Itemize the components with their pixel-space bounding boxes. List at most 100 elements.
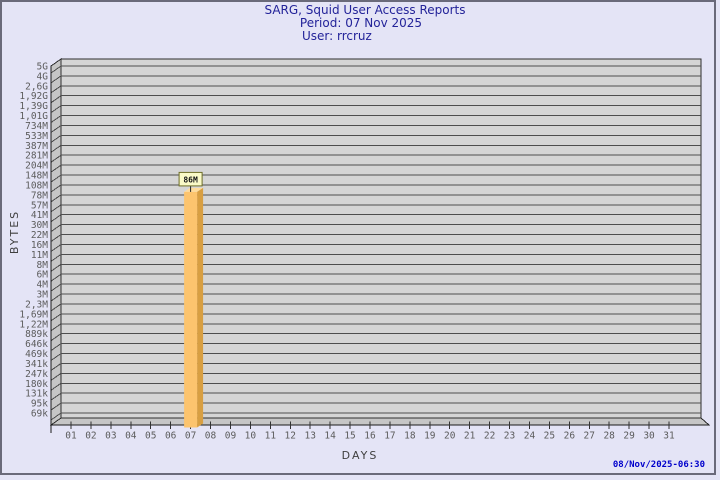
bar-series: 86M	[178, 171, 204, 428]
y-tick-label: 646k	[25, 339, 48, 350]
y-tick-label: 2,3M	[25, 299, 48, 310]
y-gridline	[50, 323, 701, 332]
report-user: User: rrcruz	[302, 29, 372, 43]
y-tick-label: 57M	[31, 200, 48, 211]
y-gridline	[50, 154, 701, 163]
y-gridline	[50, 224, 701, 233]
y-gridline	[50, 124, 701, 133]
bar-value-box	[178, 171, 203, 187]
y-tick-label: 889k	[25, 329, 48, 340]
y-tick-label: 1,69M	[19, 309, 48, 320]
x-tick-label: 22	[484, 431, 495, 442]
x-tick-label: 10	[245, 431, 257, 442]
y-gridline	[50, 402, 701, 411]
x-axis-title: DAYS	[342, 449, 379, 462]
y-gridline	[50, 362, 701, 371]
y-gridline	[50, 184, 701, 193]
x-tick-label: 27	[584, 431, 595, 442]
y-tick-label: 1,01G	[19, 111, 48, 122]
y-tick-label: 69k	[31, 409, 48, 420]
x-tick-label: 08	[205, 431, 217, 442]
y-tick-label: 148M	[25, 171, 48, 182]
y-gridline	[50, 75, 701, 84]
y-gridline	[50, 333, 701, 342]
y-gridline	[50, 293, 701, 302]
y-gridline	[50, 85, 701, 94]
x-tick-label: 04	[125, 431, 137, 442]
x-tick-label: 14	[324, 431, 336, 442]
y-tick-label: 95k	[31, 399, 48, 410]
y-tick-label: 533M	[25, 131, 48, 142]
y-gridline	[50, 303, 701, 312]
bar-value-label: 86M	[183, 175, 198, 184]
x-tick-label: 06	[165, 431, 177, 442]
y-gridline	[50, 115, 701, 123]
y-tick-label: 1,22M	[19, 319, 48, 330]
x-tick-label: 24	[524, 431, 536, 442]
y-gridline	[50, 382, 701, 391]
y-gridline	[50, 174, 701, 183]
y-tick-label: 78M	[31, 190, 48, 201]
x-tick-label: 17	[384, 431, 395, 442]
y-gridline	[50, 283, 701, 292]
y-tick-label: 4G	[37, 71, 49, 82]
y-tick-label: 387M	[25, 141, 48, 152]
y-tick-label: 204M	[25, 161, 48, 172]
y-gridline	[50, 273, 701, 282]
y-gridline	[50, 95, 701, 104]
y-gridline	[50, 243, 701, 252]
y-tick-label: 8M	[37, 260, 49, 271]
x-tick-label: 25	[544, 431, 555, 442]
y-tick-label: 180k	[25, 379, 48, 390]
x-tick-label: 30	[643, 431, 655, 442]
y-gridline	[50, 343, 701, 352]
x-tick-label: 23	[504, 431, 515, 442]
floor-3d	[49, 417, 711, 426]
x-tick-label: 26	[564, 431, 576, 442]
y-gridline	[50, 214, 701, 223]
y-tick-label: 41M	[31, 210, 48, 221]
y-gridline	[50, 65, 701, 74]
y-tick-label: 1,92G	[19, 91, 48, 102]
y-gridline	[50, 392, 701, 401]
y-tick-label: 5G	[37, 62, 49, 73]
report-period: Period: 07 Nov 2025	[299, 16, 423, 30]
plot-area: 5G4G2,6G1,92G1,39G1,01G734M533M387M281M2…	[19, 58, 711, 442]
y-tick-label: 281M	[25, 151, 48, 162]
y-gridline	[50, 204, 701, 213]
y-tick-label: 3M	[37, 290, 49, 301]
y-gridline	[50, 253, 701, 262]
y-tick-label: 131k	[25, 389, 48, 400]
x-tick-label: 12	[285, 431, 296, 442]
y-tick-label: 4M	[37, 280, 49, 291]
y-gridline	[50, 234, 701, 242]
y-tick-label: 6M	[37, 270, 49, 281]
left-wall-3d	[50, 58, 62, 426]
y-gridline	[50, 105, 701, 114]
x-tick-label: 28	[603, 431, 615, 442]
y-tick-label: 1,39G	[19, 101, 48, 112]
y-gridline	[50, 263, 701, 272]
x-tick-label: 20	[444, 431, 456, 442]
y-tick-label: 22M	[31, 230, 48, 241]
y-tick-label: 469k	[25, 349, 48, 360]
x-tick-label: 16	[364, 431, 376, 442]
x-tick-label: 09	[225, 431, 237, 442]
x-tick-label: 21	[464, 431, 476, 442]
generation-timestamp: 08/Nov/2025-06:30	[612, 460, 705, 470]
y-gridline	[50, 144, 701, 153]
x-tick-label: 13	[304, 431, 315, 442]
y-tick-label: 734M	[25, 121, 48, 132]
x-tick-label: 31	[663, 431, 675, 442]
y-tick-label: 30M	[31, 220, 48, 231]
y-tick-label: 108M	[25, 180, 48, 191]
bar-side-face	[197, 187, 204, 428]
panel-background	[60, 58, 702, 419]
x-tick-label: 03	[105, 431, 116, 442]
x-tick-label: 05	[145, 431, 156, 442]
x-tick-label: 11	[265, 431, 277, 442]
y-tick-label: 247k	[25, 369, 48, 380]
y-gridline	[50, 164, 701, 173]
